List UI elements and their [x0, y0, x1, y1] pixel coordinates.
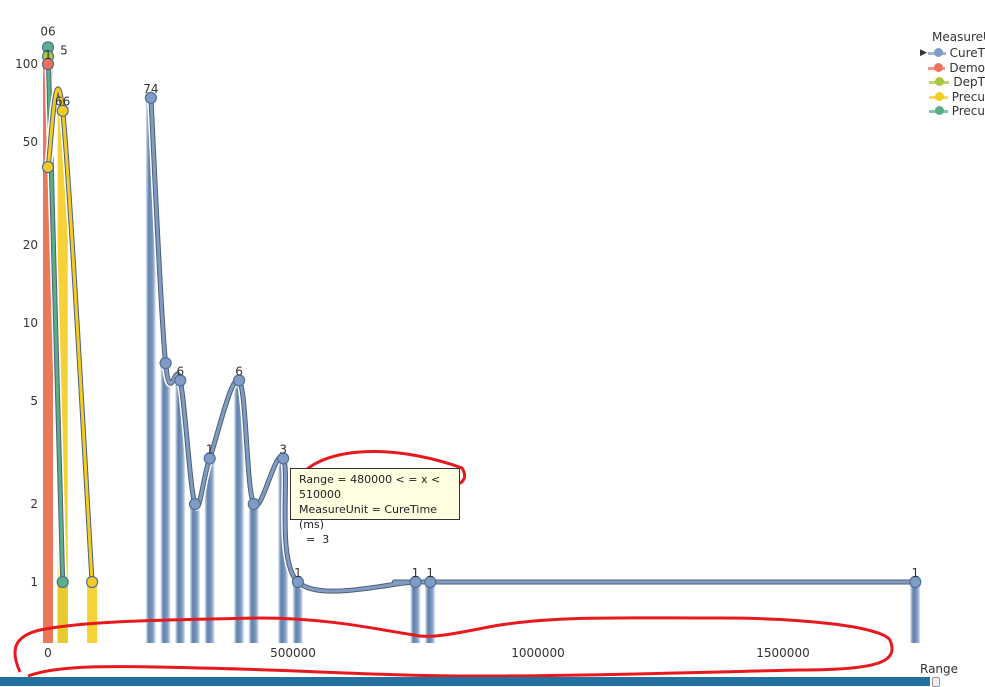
data-point	[291, 575, 304, 589]
y-tick-label: 50	[23, 135, 38, 149]
data-point	[85, 575, 99, 589]
legend-item[interactable]: Precu	[920, 104, 985, 119]
bar-curet	[175, 380, 186, 643]
y-tick-label: 20	[23, 238, 38, 252]
bar-curet	[292, 582, 303, 643]
legend-title: MeasureU	[932, 30, 985, 44]
bar-curet	[248, 504, 259, 643]
legend-item[interactable]: ▶ CureT	[920, 46, 985, 61]
legend-marker-icon	[927, 62, 946, 73]
data-label: 1	[206, 442, 214, 456]
series-line-curet	[149, 97, 916, 593]
bar-curet	[190, 504, 200, 643]
data-point	[203, 452, 216, 465]
data-label: 1	[44, 48, 52, 62]
legend-item[interactable]: DepT	[920, 75, 985, 90]
series-line-precu	[46, 87, 94, 583]
legend-label: Demo	[949, 60, 985, 75]
y-tick-label: 10	[23, 316, 38, 330]
y-tick-label: 100	[15, 57, 38, 71]
legend-marker-icon	[929, 77, 950, 87]
data-point	[424, 575, 437, 589]
legend-marker-icon	[928, 106, 948, 116]
tooltip-measure: MeasureUnit = CureTime (ms)	[299, 503, 437, 531]
tooltip: Range = 480000 < = x < 510000 MeasureUni…	[290, 468, 460, 546]
tooltip-range: Range = 480000 < = x < 510000	[299, 473, 441, 501]
bar-precu	[87, 582, 98, 643]
series-line-halo	[146, 97, 916, 596]
data-point	[247, 497, 260, 511]
range-slider-track[interactable]	[930, 677, 985, 686]
x-tick-label: 500000	[270, 646, 316, 660]
x-tick-label: 1500000	[756, 646, 809, 660]
y-tick-label: 2	[30, 497, 38, 511]
annotation-circle-x-axis	[13, 616, 894, 678]
data-label: 06	[40, 24, 55, 38]
data-point	[233, 374, 246, 387]
legend-label: DepT	[953, 75, 985, 90]
data-label: 5	[60, 43, 68, 57]
bar-curet	[145, 97, 156, 643]
y-tick-label: 5	[30, 394, 38, 408]
tooltip-value: = 3	[299, 533, 330, 546]
data-point	[277, 452, 290, 465]
data-point	[409, 575, 422, 589]
bar-precu	[57, 110, 68, 644]
x-tick-label: 0	[44, 646, 52, 660]
legend-label: Precu	[951, 89, 985, 104]
data-point	[56, 575, 69, 589]
series-line-precu	[46, 47, 65, 583]
legend-marker-icon	[928, 48, 946, 58]
data-point	[159, 357, 172, 370]
selected-arrow-icon: ▶	[920, 48, 927, 59]
horizontal-scrollbar[interactable]	[0, 677, 985, 686]
data-point	[41, 57, 55, 71]
data-label: 1	[911, 566, 919, 580]
y-tick-label: 1	[30, 575, 38, 589]
data-label: 1	[426, 566, 434, 580]
data-label: 66	[55, 95, 70, 109]
data-point	[56, 104, 69, 117]
data-point	[41, 160, 55, 174]
bar-curet	[160, 363, 171, 643]
legend-item[interactable]: Precu	[920, 90, 985, 105]
data-label: 1	[412, 566, 420, 580]
bar-curet	[204, 458, 215, 643]
legend-marker-icon	[928, 91, 948, 102]
legend-label: CureT	[949, 46, 985, 61]
bar-curet	[410, 582, 421, 643]
bar-demo	[43, 64, 53, 643]
data-label: 6	[235, 364, 243, 378]
series-line-outline	[148, 97, 916, 594]
data-label: 1	[294, 566, 302, 580]
bar-curet	[234, 380, 245, 643]
data-point	[174, 374, 187, 387]
bar-curet	[910, 582, 921, 643]
legend-item[interactable]: Demo	[920, 61, 985, 76]
data-label: 74	[143, 82, 158, 96]
x-axis-title: Range	[920, 662, 959, 676]
data-label: 6	[176, 364, 184, 378]
data-point	[188, 497, 202, 511]
bar-curet	[425, 582, 436, 643]
data-point	[909, 575, 922, 589]
data-label: 3	[279, 442, 287, 456]
data-point	[144, 91, 157, 104]
legend-label: Precu	[951, 104, 985, 119]
x-tick-label: 1000000	[511, 646, 564, 660]
